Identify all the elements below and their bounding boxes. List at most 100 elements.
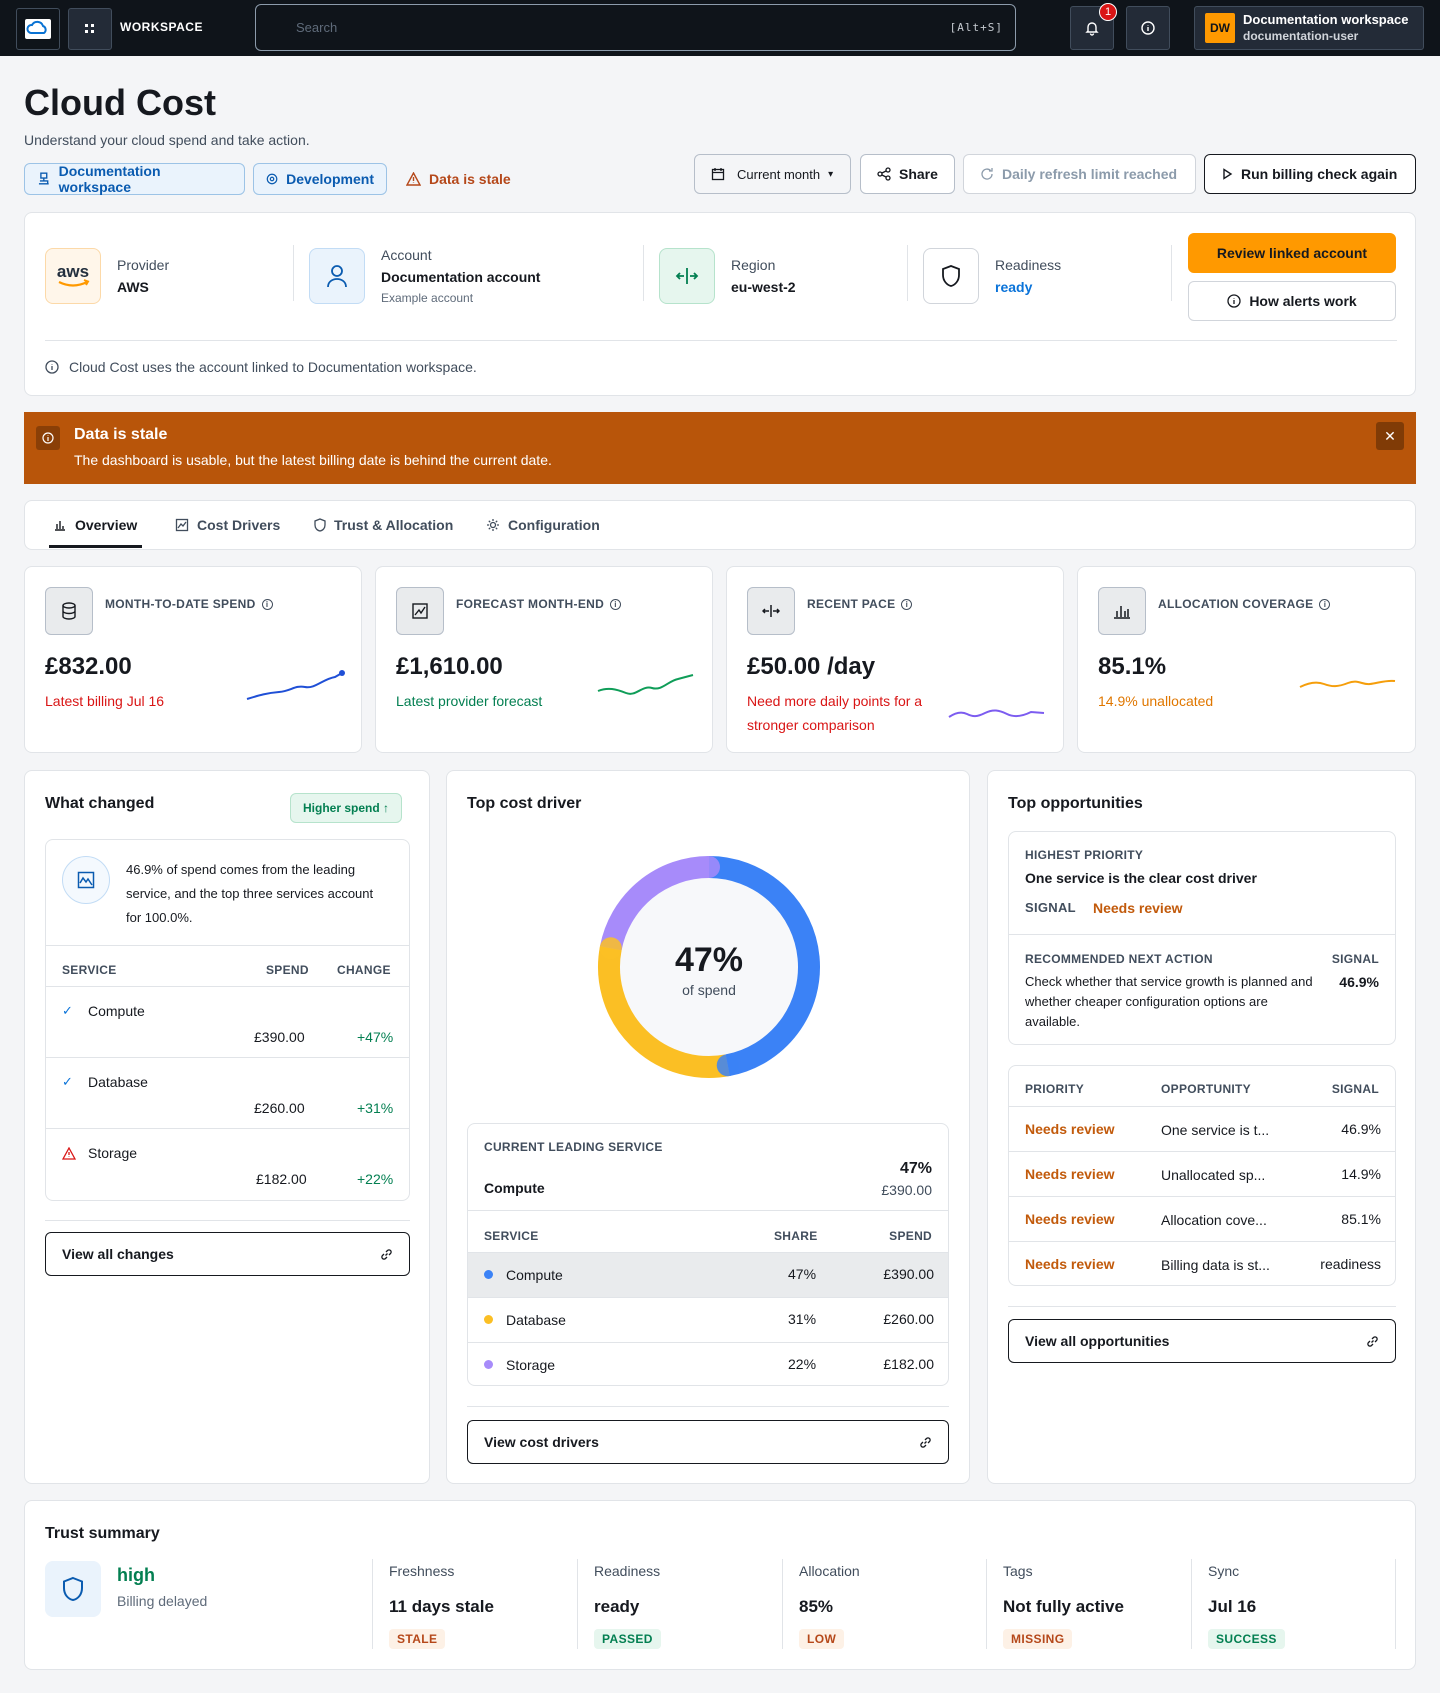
bar-chart-icon: [1098, 587, 1146, 635]
info-icon[interactable]: i: [261, 598, 273, 610]
banner-title: Data is stale: [74, 426, 168, 443]
status-badge: STALE: [389, 1629, 446, 1649]
refresh-label: Daily refresh limit reached: [1002, 166, 1178, 182]
tab-overview-label: Overview: [75, 517, 138, 533]
service-spend: £390.00: [254, 1029, 305, 1045]
readiness-value[interactable]: ready: [995, 279, 1033, 295]
table-row[interactable]: Needs review Unallocated sp... 14.9%: [1009, 1152, 1395, 1196]
sparkline-chart: [1299, 679, 1396, 688]
leading-service-panel: CURRENT LEADING SERVICE Compute 47% £390…: [467, 1123, 949, 1386]
header-opportunity: OPPORTUNITY: [1161, 1082, 1251, 1096]
review-linked-account-label: Review linked account: [1216, 245, 1368, 261]
divider: [468, 1342, 948, 1343]
how-alerts-work-button[interactable]: How alerts work: [1188, 281, 1396, 321]
what-changed-card: What changed Higher spend ↑ 46.9% of spe…: [24, 770, 430, 1484]
kpi-title: FORECAST MONTH-END i: [456, 597, 622, 611]
table-row[interactable]: Needs review One service is t... 46.9%: [1009, 1107, 1395, 1151]
table-row[interactable]: Storage £182.00 +22%: [46, 1129, 409, 1199]
info-icon[interactable]: i: [901, 598, 913, 610]
active-tab-indicator: [49, 545, 142, 548]
kpi-title-text: MONTH-TO-DATE SPEND: [105, 597, 256, 611]
view-all-opportunities-button[interactable]: View all opportunities: [1008, 1319, 1396, 1363]
kpi-card-month-to-date: MONTH-TO-DATE SPEND i £832.00 Latest bill…: [24, 566, 362, 753]
divider: [468, 1297, 948, 1298]
readiness-label: Readiness: [995, 257, 1062, 273]
divider: [907, 245, 908, 301]
donut-segment-compute[interactable]: [708, 856, 820, 1077]
table-row[interactable]: Storage 22% £182.00: [468, 1343, 948, 1385]
info-icon: [36, 426, 60, 450]
kpi-sub: Need more daily points for a stronger co…: [747, 693, 923, 733]
apps-grid-icon[interactable]: [68, 8, 112, 50]
review-linked-account-button[interactable]: Review linked account: [1188, 233, 1396, 273]
user-menu[interactable]: DW Documentation workspace documentation…: [1194, 6, 1424, 50]
service-spend: £182.00: [883, 1356, 934, 1372]
view-all-changes-button[interactable]: View all changes: [45, 1232, 410, 1276]
trust-item-value: Not fully active: [1003, 1597, 1124, 1616]
tab-trust-allocation[interactable]: Trust & Allocation: [314, 517, 453, 533]
period-select[interactable]: Current month ▾: [694, 154, 851, 194]
avatar: DW: [1205, 13, 1235, 43]
notifications-button[interactable]: 1: [1070, 3, 1117, 50]
divider: [46, 986, 409, 987]
info-icon: [45, 360, 59, 374]
divider: [1009, 1106, 1395, 1107]
kpi-card-forecast: FORECAST MONTH-END i £1,610.00 Latest pro…: [375, 566, 713, 753]
database-icon: [45, 587, 93, 635]
header-spend: SPEND: [266, 963, 309, 977]
tab-cost-drivers[interactable]: Cost Drivers: [175, 517, 280, 533]
service-change: +47%: [357, 1029, 394, 1045]
table-row[interactable]: Compute 47% £390.00: [468, 1253, 948, 1297]
donut-center-label: of spend: [682, 982, 736, 998]
view-cost-drivers-button[interactable]: View cost drivers: [467, 1420, 949, 1464]
close-icon[interactable]: ✕: [1376, 422, 1404, 450]
priority-value: Needs review: [1025, 1121, 1115, 1137]
opportunity-text: Unallocated sp...: [1161, 1167, 1266, 1183]
changes-insight: 46.9% of spend comes from the leading se…: [126, 862, 374, 925]
donut-segment-storage[interactable]: [599, 856, 710, 951]
table-row[interactable]: Database 31% £260.00: [468, 1298, 948, 1342]
divider: [1009, 1241, 1395, 1242]
environment-chip[interactable]: Development: [253, 163, 387, 195]
tab-trust-allocation-label: Trust & Allocation: [334, 517, 454, 533]
share-button[interactable]: Share: [860, 154, 955, 194]
opportunity-text: One service is t...: [1161, 1122, 1270, 1138]
header-priority: PRIORITY: [1025, 1082, 1085, 1096]
divider: [577, 1559, 578, 1649]
link-icon: [920, 1436, 931, 1448]
table-row[interactable]: ✓ Database £260.00 +31%: [46, 1058, 409, 1128]
info-icon[interactable]: i: [610, 598, 622, 610]
tab-overview[interactable]: Overview: [53, 517, 137, 533]
stale-label: Data is stale: [429, 171, 511, 187]
refresh-button[interactable]: Daily refresh limit reached: [963, 154, 1196, 194]
region-info: Region eu-west-2: [731, 257, 796, 295]
divider: [1008, 1306, 1396, 1307]
info-button[interactable]: [1126, 6, 1170, 50]
tab-configuration[interactable]: Configuration: [486, 517, 600, 533]
service-share: 31%: [788, 1311, 817, 1327]
run-billing-check-button[interactable]: Run billing check again: [1204, 154, 1416, 194]
service-name: Compute: [506, 1267, 563, 1283]
provider-label: Provider: [117, 257, 170, 273]
table-row[interactable]: ✓ Compute £390.00 +47%: [46, 987, 409, 1057]
service-spend: £182.00: [256, 1171, 307, 1187]
workspace-label[interactable]: WORKSPACE: [120, 20, 203, 34]
divider: [1009, 1151, 1395, 1152]
cloud-logo-icon[interactable]: [16, 8, 60, 50]
trust-summary-title: Trust summary: [45, 1525, 160, 1542]
search-input[interactable]: Search [Alt+S]: [255, 4, 1016, 51]
trust-item-label: Readiness: [594, 1563, 661, 1579]
signal-text: 85.1%: [1341, 1211, 1381, 1227]
highest-priority-label: HIGHEST PRIORITY: [1025, 848, 1144, 862]
table-row[interactable]: Needs review Allocation cove... 85.1%: [1009, 1197, 1395, 1241]
table-row[interactable]: Needs review Billing data is st... readi…: [1009, 1242, 1395, 1285]
workspace-chip[interactable]: Documentation workspace: [24, 163, 245, 195]
priority-value: Needs review: [1025, 1166, 1115, 1182]
info-icon[interactable]: i: [1319, 598, 1331, 610]
chart-box-icon: [396, 587, 444, 635]
donut-segment-database[interactable]: [598, 946, 730, 1078]
trust-item-allocation: Allocation 85% LOW: [799, 1563, 860, 1649]
divider: [46, 1128, 409, 1129]
kpi-title-text: FORECAST MONTH-END: [456, 597, 605, 611]
user-icon: [309, 248, 365, 304]
